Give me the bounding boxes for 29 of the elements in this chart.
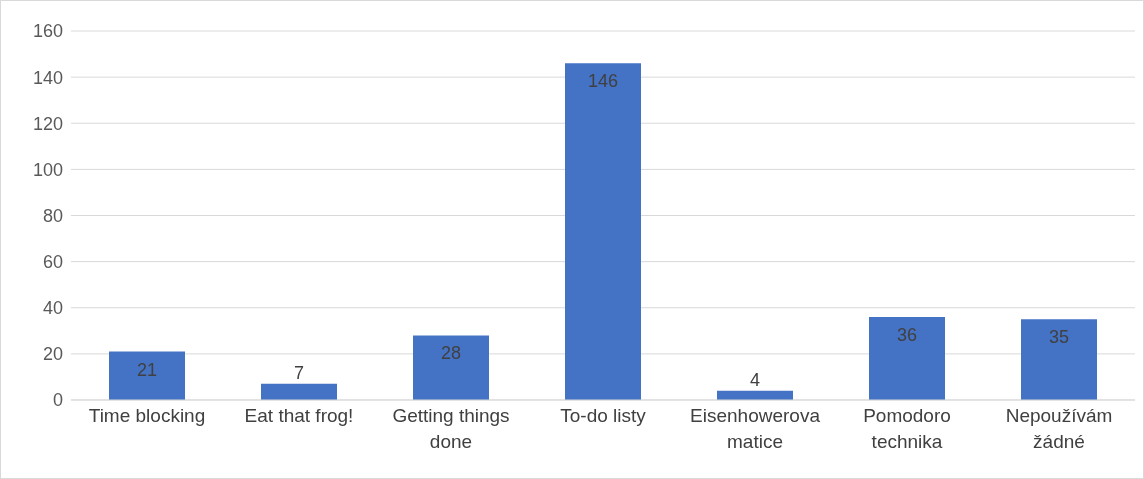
x-tick-label: Getting things done	[392, 405, 510, 452]
bar	[261, 383, 337, 400]
y-tick-label: 140	[32, 67, 63, 88]
data-label: 28	[440, 343, 462, 364]
y-tick-label: 100	[32, 159, 63, 180]
bar	[413, 335, 489, 400]
y-tick-label: 20	[42, 344, 63, 365]
data-label: 36	[896, 324, 918, 345]
x-tick-label: To-do listy	[560, 405, 647, 426]
data-label: 146	[587, 71, 619, 92]
x-tick-label: Nepoužívám žádné	[1005, 405, 1113, 452]
data-label: 21	[136, 359, 158, 380]
y-tick-label: 80	[42, 205, 63, 226]
y-tick-label: 60	[42, 252, 63, 273]
bar	[109, 351, 185, 400]
bar	[565, 63, 641, 400]
x-tick-label: Eat that frog!	[244, 405, 354, 426]
y-tick-label: 120	[32, 113, 63, 134]
bar	[869, 316, 945, 400]
y-tick-label: 40	[42, 298, 63, 319]
data-label: 4	[749, 369, 761, 390]
bar	[1021, 319, 1097, 400]
x-tick-label: Eisenhowerova matice	[690, 405, 821, 452]
y-tick-label: 0	[52, 390, 63, 411]
x-tick-label: Time blocking	[88, 405, 206, 426]
x-tick-label: Pomodoro technika	[863, 405, 951, 452]
data-label: 7	[293, 362, 305, 383]
data-label: 35	[1048, 327, 1070, 348]
y-tick-label: 160	[32, 21, 63, 42]
